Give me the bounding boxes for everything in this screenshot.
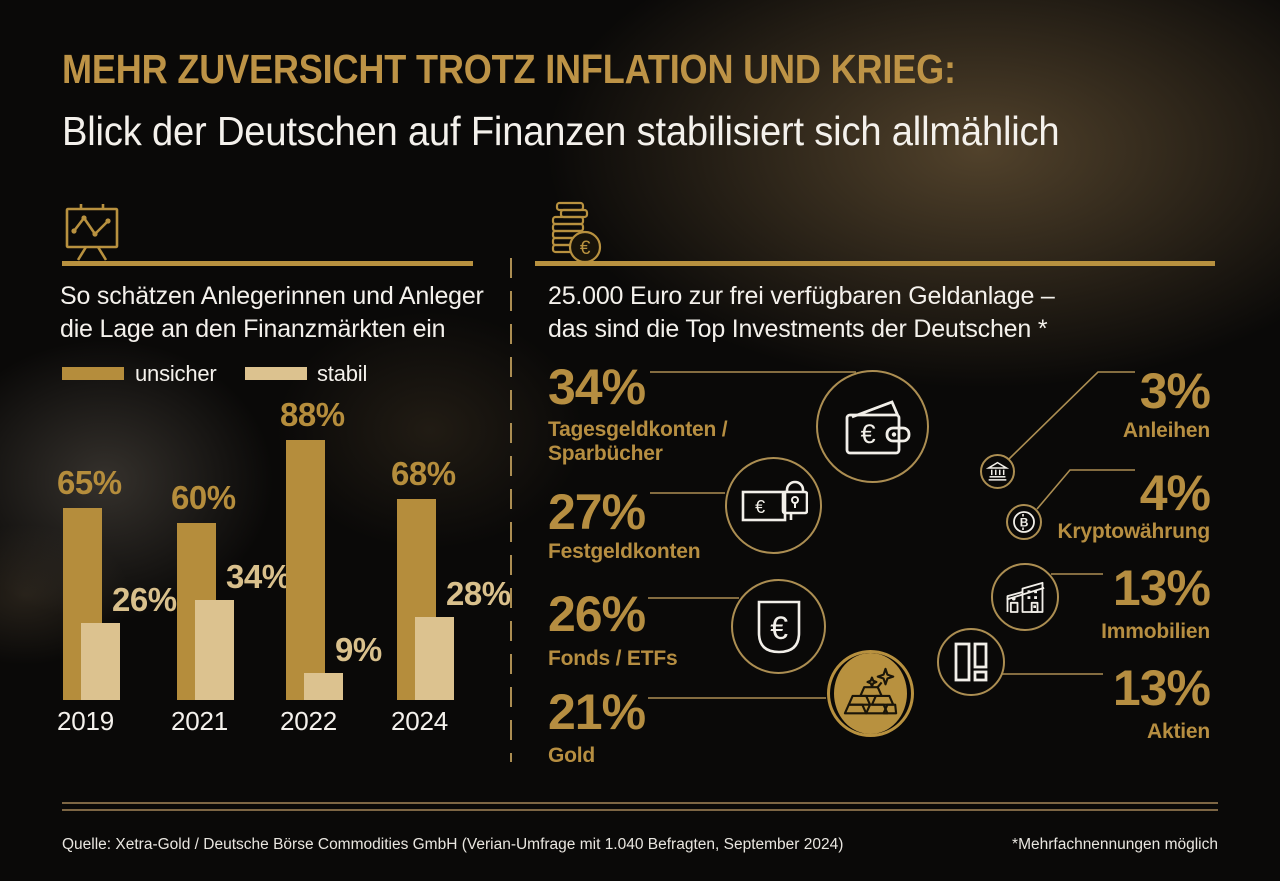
investment-value-immobilien: 13% bbox=[1112, 560, 1211, 616]
legend-swatch-unsicher bbox=[62, 367, 124, 380]
investment-value-aktien: 13% bbox=[1112, 660, 1211, 716]
house-circle bbox=[991, 563, 1059, 631]
bar-value-unsicher-2022: 88% bbox=[280, 396, 345, 434]
bar-value-unsicher-2024: 68% bbox=[391, 455, 456, 493]
left-section-heading: So schätzen Anlegerinnen und Anleger die… bbox=[60, 282, 484, 343]
investment-value-festgeld: 27% bbox=[548, 484, 646, 540]
bitcoin-icon: B bbox=[1013, 511, 1035, 533]
investment-label-immobilien: Immobilien bbox=[1101, 620, 1210, 643]
bar-value-stabil-2019: 26% bbox=[112, 581, 177, 619]
euro-coins-icon: € bbox=[545, 201, 603, 265]
euro-sign-circle: € bbox=[731, 579, 826, 674]
footer-source: Quelle: Xetra-Gold / Deutsche Börse Comm… bbox=[62, 836, 844, 853]
bar-value-stabil-2022: 9% bbox=[335, 631, 382, 669]
left-section-rule bbox=[62, 261, 473, 266]
bitcoin-circle: B bbox=[1006, 504, 1042, 540]
house-icon bbox=[1006, 581, 1045, 613]
footer-note: *Mehrfachnennungen möglich bbox=[1012, 836, 1218, 853]
footer-rule-top bbox=[62, 802, 1218, 804]
right-section-rule bbox=[535, 261, 1215, 266]
investment-label-anleihen: Anleihen bbox=[1122, 419, 1210, 442]
lock-euro-icon: € bbox=[741, 480, 808, 521]
bar-value-stabil-2021: 34% bbox=[226, 557, 291, 595]
bank-icon bbox=[986, 461, 1009, 481]
investment-value-tagesgeld: 34% bbox=[548, 359, 646, 415]
gold-bars-icon bbox=[843, 667, 897, 714]
bar-value-unsicher-2021: 60% bbox=[171, 479, 236, 516]
right-section-heading: 25.000 Euro zur frei verfügbaren Geldanl… bbox=[548, 282, 1055, 343]
investment-label-fonds: Fonds / ETFs bbox=[548, 647, 678, 670]
sentiment-bar-chart: 65% 26% 2019 60% 34% 2021 88% 9% 2022 68% 28% 2024 bbox=[0, 0, 520, 881]
investment-label-festgeld: Festgeldkonten bbox=[548, 540, 701, 563]
legend-label-stabil: stabil bbox=[317, 361, 368, 386]
shares-circle bbox=[937, 628, 1005, 696]
presentation-chart-icon bbox=[60, 204, 124, 262]
investment-value-krypto: 4% bbox=[1139, 465, 1211, 521]
footer-rule-bottom bbox=[62, 809, 1218, 811]
investment-value-gold: 21% bbox=[548, 684, 646, 740]
investment-value-fonds: 26% bbox=[548, 586, 646, 642]
bar-stabil-2022 bbox=[304, 673, 343, 700]
svg-text:€: € bbox=[580, 238, 591, 259]
investment-label-aktien: Aktien bbox=[1147, 720, 1210, 743]
year-label-2019: 2019 bbox=[57, 706, 115, 736]
investment-label-tagesgeld: Tagesgeldkonten / Sparbücher bbox=[548, 418, 728, 465]
svg-text:B: B bbox=[1020, 516, 1029, 530]
legend-label-unsicher: unsicher bbox=[135, 361, 217, 386]
legend-swatch-stabil bbox=[245, 367, 307, 380]
page-title: MEHR ZUVERSICHT TROTZ INFLATION UND KRIE… bbox=[62, 46, 956, 92]
wallet-icon: € bbox=[845, 399, 910, 454]
bank-circle bbox=[980, 454, 1015, 489]
lock-euro-circle: € bbox=[725, 457, 822, 554]
wallet-circle: € bbox=[816, 370, 929, 483]
bar-value-unsicher-2019: 65% bbox=[57, 464, 122, 502]
page-subtitle: Blick der Deutschen auf Finanzen stabili… bbox=[62, 108, 1060, 154]
year-label-2024: 2024 bbox=[391, 706, 449, 736]
svg-text:€: € bbox=[770, 610, 788, 646]
year-label-2022: 2022 bbox=[280, 706, 338, 736]
svg-text:€: € bbox=[860, 419, 875, 449]
investment-label-krypto: Kryptowährung bbox=[1057, 520, 1210, 543]
gold-bars-circle bbox=[827, 650, 914, 737]
bar-stabil-2019 bbox=[81, 623, 120, 700]
year-label-2021: 2021 bbox=[171, 706, 229, 736]
bar-stabil-2021 bbox=[195, 599, 234, 700]
shares-icon bbox=[954, 642, 988, 682]
investment-value-anleihen: 3% bbox=[1139, 363, 1211, 419]
euro-sign-icon: € bbox=[757, 600, 800, 653]
svg-text:€: € bbox=[755, 497, 765, 517]
bar-value-stabil-2024: 28% bbox=[446, 575, 511, 613]
investment-label-gold: Gold bbox=[548, 744, 596, 767]
bar-unsicher-2022 bbox=[286, 440, 325, 700]
bar-stabil-2024 bbox=[415, 617, 454, 700]
